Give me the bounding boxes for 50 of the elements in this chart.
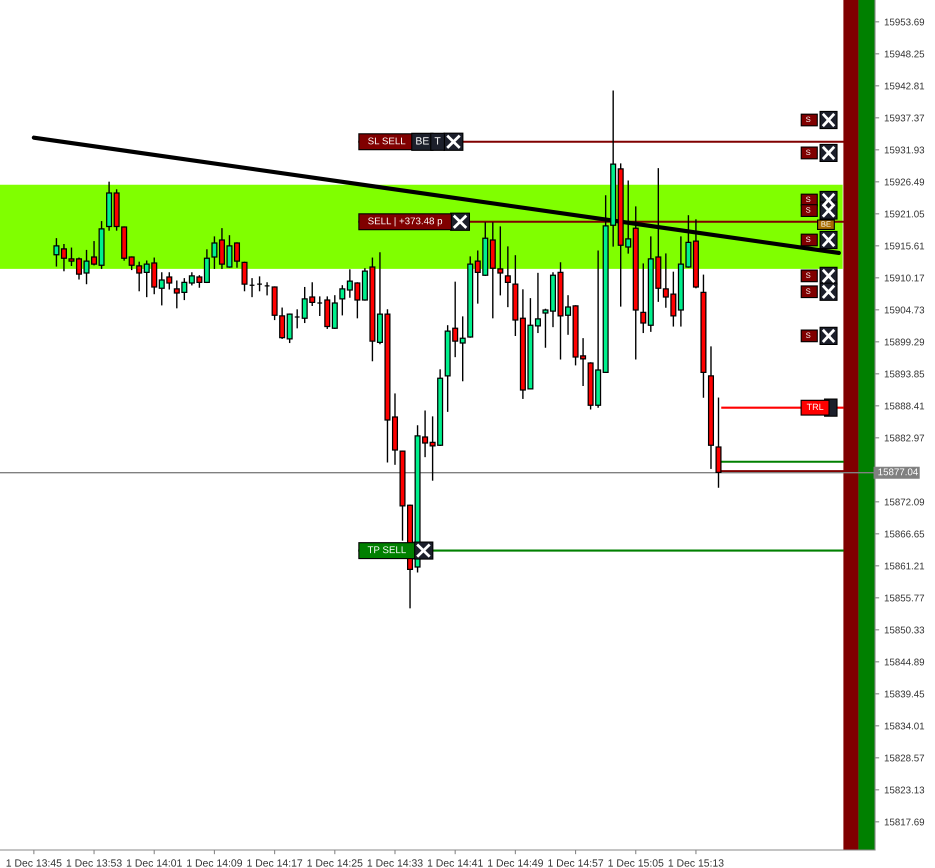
candlestick xyxy=(504,246,511,308)
y-tick-label: 15844.89 xyxy=(884,658,924,666)
y-tick-label: 15872.09 xyxy=(884,498,924,506)
x-tick-label: 1 Dec 14:49 xyxy=(488,859,543,867)
y-tick-label: 15850.33 xyxy=(884,626,924,634)
y-tick-label: 15855.77 xyxy=(884,594,924,602)
candlestick xyxy=(249,278,256,298)
x-tick-label: 1 Dec 14:25 xyxy=(308,859,362,867)
ref-line-label: TP SELL xyxy=(368,546,406,554)
ref-line-label: SL SELL xyxy=(368,137,406,144)
y-tick-label: 15823.13 xyxy=(884,786,924,794)
y-tick-label: 15866.65 xyxy=(884,530,924,538)
x-tick-label: 1 Dec 15:05 xyxy=(608,859,664,867)
y-tick-label: 15861.21 xyxy=(884,562,924,570)
x-tick-label: 1 Dec 14:57 xyxy=(548,859,604,867)
y-tick-label: 15910.17 xyxy=(884,274,924,282)
y-tick-label: 15953.69 xyxy=(884,18,924,26)
y-tick-label: 15915.61 xyxy=(884,242,924,250)
y-tick-label: 15937.37 xyxy=(884,114,924,122)
candlestick xyxy=(316,296,323,316)
x-tick-label: 1 Dec 14:17 xyxy=(247,859,302,867)
x-tick-label: 1 Dec 14:09 xyxy=(187,859,242,867)
ref-line-label: SELL | +373.48 p xyxy=(368,217,442,226)
ref-line-label: TRL xyxy=(806,404,824,410)
y-tick-label: 15882.97 xyxy=(884,434,924,442)
annotation: T xyxy=(434,137,441,144)
x-tick-label: 1 Dec 14:33 xyxy=(368,859,423,867)
y-tick-label: 15899.29 xyxy=(884,338,924,346)
y-tick-label: 15931.93 xyxy=(884,146,924,154)
y-tick-label: 15817.69 xyxy=(884,818,924,826)
y-tick-label: 15904.73 xyxy=(884,306,924,314)
y-tick-label: 15888.41 xyxy=(884,402,924,410)
y-tick-label: 15926.49 xyxy=(884,178,924,186)
y-tick-label: 15839.45 xyxy=(884,690,924,698)
x-tick-label: 1 Dec 15:13 xyxy=(668,859,724,867)
x-tick-label: 1 Dec 14:01 xyxy=(126,859,182,867)
y-tick-label: 15828.57 xyxy=(884,754,924,762)
x-tick-label: 1 Dec 14:41 xyxy=(428,859,483,867)
candlestick xyxy=(294,309,300,328)
y-tick-label: 15942.81 xyxy=(884,82,924,90)
annotation: BE xyxy=(416,137,429,144)
y-tick-label: 15921.05 xyxy=(884,210,924,218)
y-tick-label: 15948.25 xyxy=(884,50,924,58)
y-tick-label: 15893.85 xyxy=(884,370,924,378)
ref-line-label: 15877.04 xyxy=(878,468,918,476)
x-tick-label: 1 Dec 13:45 xyxy=(6,859,62,867)
y-tick-label: 15834.01 xyxy=(884,722,924,730)
candlestick xyxy=(264,282,270,296)
x-tick-label: 1 Dec 13:53 xyxy=(66,859,122,867)
candlestick xyxy=(256,276,263,292)
